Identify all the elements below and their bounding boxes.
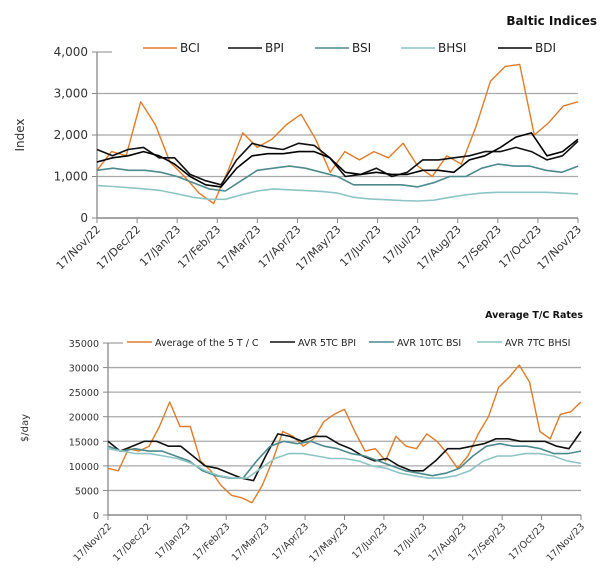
chart-title-average-tc-rates: Average T/C Rates bbox=[485, 310, 583, 321]
series-line-bci bbox=[96, 63, 579, 205]
chart-title-baltic-indices: Baltic Indices bbox=[506, 14, 597, 28]
x-tick-label: 17/Jul/23 bbox=[392, 521, 430, 559]
x-tick-label: 17/Feb/23 bbox=[191, 521, 232, 562]
x-tick-label: 17/May/23 bbox=[307, 521, 350, 564]
x-tick-label: 17/Mar/23 bbox=[215, 223, 264, 272]
x-tick-label: 17/Aug/23 bbox=[426, 521, 469, 564]
x-tick-label: 17/Sep/23 bbox=[455, 223, 504, 272]
legend-label: AVR 5TC BPI bbox=[298, 338, 356, 349]
series-line-bsi bbox=[96, 163, 579, 192]
x-tick-label: 17/Jun/23 bbox=[350, 521, 390, 561]
series-line-average-of-the-5-t-c bbox=[107, 364, 582, 504]
series-line-avr-7tc-bhsi bbox=[107, 447, 582, 479]
x-tick-label: 17/Mar/23 bbox=[230, 521, 272, 563]
y-tick-label: 15000 bbox=[69, 437, 99, 448]
y-tick-label: 3,000 bbox=[54, 87, 88, 101]
series-line-bdi bbox=[96, 132, 579, 188]
x-tick-label: 17/Jan/23 bbox=[153, 521, 193, 561]
y-tick-label: 1,000 bbox=[54, 170, 88, 184]
legend-label: BCI bbox=[180, 41, 200, 55]
series-line-avr-5tc-bpi bbox=[107, 431, 582, 482]
legend-label: AVR 10TC BSI bbox=[397, 338, 461, 349]
y-tick-label: 2,000 bbox=[54, 128, 88, 142]
y-tick-label: 25000 bbox=[69, 388, 99, 399]
x-tick-label: 17/Nov/23 bbox=[545, 521, 588, 564]
y-tick-label: 0 bbox=[80, 211, 88, 225]
y-tick-label: 20000 bbox=[69, 413, 99, 424]
legend-label: BPI bbox=[265, 41, 284, 55]
x-tick-label: 17/Apr/23 bbox=[270, 521, 311, 562]
y-axis-title-index: Index bbox=[13, 118, 27, 151]
x-tick-label: 17/Dec/22 bbox=[111, 521, 153, 563]
y-tick-label: 5000 bbox=[75, 486, 99, 497]
x-tick-label: 17/Nov/22 bbox=[72, 521, 115, 564]
y-tick-label: 35000 bbox=[69, 339, 99, 350]
series-line-avr-10tc-bsi bbox=[107, 440, 582, 479]
x-tick-label: 17/Sep/23 bbox=[466, 521, 508, 563]
baltic-indices-chart: Baltic Indices Index 0 1,000 2,000 3,000 4,0… bbox=[13, 14, 597, 273]
legend-label: BDI bbox=[535, 41, 556, 55]
y-tick-label: 10000 bbox=[69, 462, 99, 473]
series-line-bhsi bbox=[96, 184, 579, 202]
y-tick-label: 0 bbox=[93, 511, 99, 522]
y-tick-label: 30000 bbox=[69, 364, 99, 375]
x-tick-label: 17/Jun/23 bbox=[337, 223, 383, 269]
series-line-bpi bbox=[96, 140, 579, 186]
average-tc-rates-chart: Average T/C Rates $/day 0 5000 10000 15000 2… bbox=[20, 310, 587, 565]
legend-label: BHSI bbox=[438, 41, 466, 55]
legend-label: Average of the 5 T / C bbox=[155, 338, 259, 349]
legend-label: AVR 7TC BHSI bbox=[505, 338, 570, 349]
legend-label: BSI bbox=[352, 41, 371, 55]
x-tick-label: 17/Oct/23 bbox=[507, 521, 548, 562]
y-axis-title-usd-per-day: $/day bbox=[20, 414, 31, 442]
y-tick-label: 4,000 bbox=[54, 45, 88, 59]
